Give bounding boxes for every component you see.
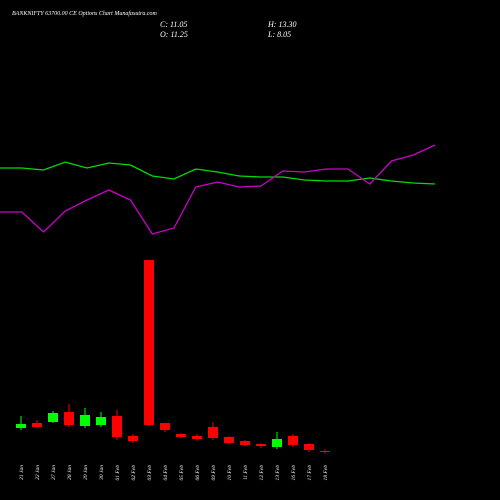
candle-body bbox=[176, 434, 186, 437]
chart-title: BANKNIFTY 63700.00 CE Options Chart Muna… bbox=[12, 10, 158, 17]
candle-body bbox=[96, 417, 106, 425]
candle-body bbox=[128, 436, 138, 441]
x-tick-label: 21 Jan bbox=[19, 465, 25, 480]
low-label: L: 8.05 bbox=[267, 30, 291, 39]
x-tick-label: 05 Feb bbox=[179, 465, 185, 481]
x-tick-label: 06 Feb bbox=[195, 465, 201, 481]
indicator-line bbox=[0, 144, 436, 235]
x-tick-label: 27 Jan bbox=[51, 465, 57, 480]
candle-body bbox=[192, 436, 202, 439]
x-tick-label: 09 Feb bbox=[211, 465, 217, 481]
x-tick-label: 16 Feb bbox=[291, 465, 297, 481]
candle-body bbox=[32, 423, 42, 427]
x-tick-label: 13 Feb bbox=[275, 465, 281, 481]
candle-body bbox=[64, 412, 74, 425]
x-tick-label: 29 Jan bbox=[83, 465, 89, 480]
candle-body bbox=[304, 444, 314, 450]
open-label: O: 11.25 bbox=[160, 30, 188, 39]
x-tick-label: 22 Jan bbox=[35, 465, 41, 480]
candle-body bbox=[272, 439, 282, 447]
x-tick-label: 18 Feb bbox=[323, 465, 329, 481]
x-tick-label: 10 Feb bbox=[227, 465, 233, 481]
candle-body bbox=[48, 413, 58, 422]
candle-body bbox=[256, 444, 266, 446]
x-tick-label: 03 Feb bbox=[147, 465, 153, 481]
x-tick-label: 12 Feb bbox=[259, 465, 265, 481]
candle-body bbox=[160, 423, 170, 430]
candle-body bbox=[208, 427, 218, 438]
high-label: H: 13.30 bbox=[267, 20, 296, 29]
candle-body bbox=[80, 415, 90, 426]
x-tick-label: 30 Jan bbox=[99, 465, 105, 481]
candle-body bbox=[144, 260, 154, 425]
close-label: C: 11.05 bbox=[160, 20, 187, 29]
x-tick-label: 28 Jan bbox=[67, 465, 73, 480]
x-tick-label: 02 Feb bbox=[131, 465, 137, 481]
candle-body bbox=[240, 441, 250, 445]
candle-body bbox=[224, 437, 234, 443]
candle-body bbox=[112, 416, 122, 437]
candle-body bbox=[320, 451, 330, 452]
x-tick-label: 01 Feb bbox=[115, 465, 121, 481]
candle-body bbox=[16, 424, 26, 428]
x-tick-label: 04 Feb bbox=[162, 465, 169, 481]
candle-body bbox=[288, 436, 298, 445]
x-tick-label: 11 Feb bbox=[243, 465, 249, 480]
x-tick-label: 17 Feb bbox=[307, 465, 313, 481]
